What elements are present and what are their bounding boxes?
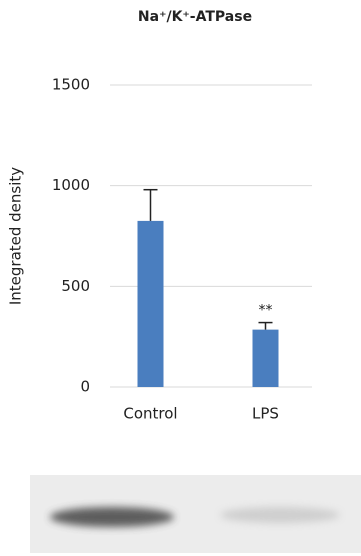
significance-label: ** <box>259 303 273 319</box>
x-tick-label: Control <box>123 405 177 423</box>
y-axis-label: Integrated density <box>7 167 25 305</box>
y-tick-label: 1500 <box>52 76 90 94</box>
y-tick-label: 0 <box>80 378 90 396</box>
y-tick-label: 500 <box>61 277 90 295</box>
x-tick-label: LPS <box>252 405 279 423</box>
blot-band <box>50 507 174 527</box>
chart: Na⁺/K⁺-ATPase Integrated density 0 500 100… <box>0 0 361 556</box>
blot-band <box>220 507 340 523</box>
bar <box>253 330 279 387</box>
chart-title: Na⁺/K⁺-ATPase <box>138 9 252 25</box>
western-blot <box>30 475 361 553</box>
y-tick-label: 1000 <box>52 176 90 194</box>
bar <box>138 221 164 387</box>
